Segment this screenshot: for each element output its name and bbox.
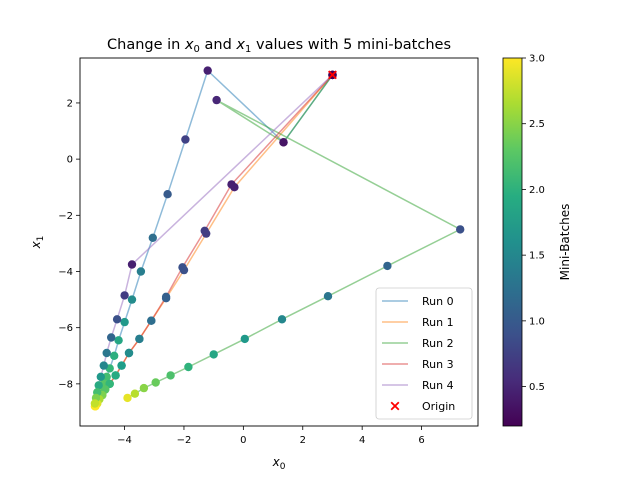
y-tick-label: 0 — [67, 155, 73, 166]
data-point-run-3-4 — [161, 292, 171, 301]
y-tick-label: −2 — [58, 211, 73, 222]
data-point-run-2-13 — [130, 389, 140, 398]
data-point-run-2-6 — [277, 315, 287, 324]
data-point-run-0-2 — [203, 66, 212, 75]
x-tick-label: 0 — [240, 435, 246, 446]
data-point-run-2-4 — [383, 261, 392, 271]
legend-swatch-origin — [390, 401, 400, 411]
data-point-run-3-6 — [135, 334, 144, 344]
data-point-run-2-14 — [123, 393, 132, 403]
legend-label-run-0: Run 0 — [422, 295, 454, 308]
plot-area — [79, 57, 479, 427]
x-axis: −4 −2 0 2 4 6 — [117, 426, 425, 446]
colorbar-tick-label: 3.0 — [529, 54, 545, 65]
colorbar-tick-label: 1.0 — [529, 316, 545, 327]
data-point-run-3-7 — [124, 348, 134, 358]
data-point-run-4-11 — [90, 399, 100, 408]
y-tick-label: −6 — [58, 323, 73, 334]
legend-label-run-4: Run 4 — [422, 379, 454, 392]
data-point-run-4-1 — [127, 260, 137, 269]
data-point-run-0-10 — [110, 351, 119, 360]
data-point-run-3-9 — [111, 371, 120, 380]
data-point-run-2-2 — [212, 95, 221, 105]
data-point-run-2-9 — [184, 362, 193, 372]
data-point-run-3-10 — [105, 379, 114, 389]
x-tick-label: −4 — [117, 435, 132, 446]
chart-title: Change in x0 and x1 values with 5 mini-b… — [107, 37, 451, 55]
y-tick-label: −4 — [58, 267, 73, 278]
y-axis-label: x1 — [29, 236, 46, 250]
data-point-run-0-4 — [163, 190, 172, 199]
colorbar: 0.5 1.0 1.5 2.0 2.5 3.0 Mini-Batches — [502, 54, 572, 427]
origin-x-mark — [328, 70, 337, 80]
data-point-run-3-1 — [227, 180, 236, 189]
legend-frame — [375, 287, 473, 420]
colorbar-tick-label: 1.5 — [529, 251, 545, 262]
data-point-run-0-3 — [181, 135, 190, 144]
data-point-run-2-7 — [240, 334, 249, 344]
legend: Run 0 Run 1 Run 2 Run 3 Run 4 Origin — [375, 287, 473, 420]
data-point-run-2-10 — [166, 371, 175, 380]
data-point-run-0-7 — [127, 295, 137, 304]
data-point-run-4-5 — [102, 348, 111, 358]
legend-label-run-2: Run 2 — [422, 337, 454, 350]
data-point-run-0-12 — [102, 372, 111, 381]
data-point-run-4-6 — [99, 361, 109, 370]
y-axis: −8 −6 −4 −2 0 2 — [58, 98, 80, 390]
data-point-run-4-7 — [96, 372, 106, 381]
colorbar-tick-label: 2.5 — [529, 119, 545, 130]
colorbar-tick-label: 2.0 — [529, 185, 545, 196]
data-point-run-3-3 — [178, 263, 187, 272]
data-point-run-0-5 — [148, 233, 157, 242]
y-tick-label: −8 — [58, 379, 73, 390]
data-point-run-2-12 — [139, 383, 149, 393]
data-point-run-2-5 — [323, 292, 333, 301]
y-tick-label: 2 — [67, 98, 73, 109]
data-point-run-4-2 — [120, 291, 129, 300]
legend-label-run-1: Run 1 — [422, 316, 454, 329]
legend-label-origin: Origin — [422, 400, 455, 413]
plot-frame — [79, 57, 479, 427]
x-tick-label: 6 — [418, 435, 424, 446]
data-point-run-4-8 — [94, 381, 103, 390]
data-point-run-0-9 — [114, 336, 123, 345]
data-point-run-3-2 — [200, 226, 209, 235]
data-point-run-0-8 — [120, 317, 129, 327]
data-point-run-3-5 — [147, 316, 156, 325]
colorbar-tick-label: 0.5 — [529, 382, 545, 393]
data-point-run-4-3 — [112, 315, 122, 324]
x-tick-label: −2 — [177, 435, 192, 446]
data-point-run-3-8 — [117, 361, 126, 370]
data-point-run-2-1 — [279, 138, 288, 147]
x-axis-label: x0 — [272, 455, 286, 472]
data-point-run-2-8 — [209, 350, 218, 359]
colorbar-bar — [502, 57, 523, 427]
x-tick-label: 2 — [300, 435, 306, 446]
data-point-run-4-4 — [107, 333, 116, 342]
legend-label-run-3: Run 3 — [422, 358, 454, 371]
data-point-run-2-11 — [151, 378, 160, 387]
origin-marker — [328, 70, 337, 80]
data-point-run-0-6 — [136, 267, 146, 276]
data-point-run-2-3 — [456, 225, 465, 234]
colorbar-label: Mini-Batches — [558, 204, 572, 281]
x-tick-label: 4 — [359, 435, 365, 446]
